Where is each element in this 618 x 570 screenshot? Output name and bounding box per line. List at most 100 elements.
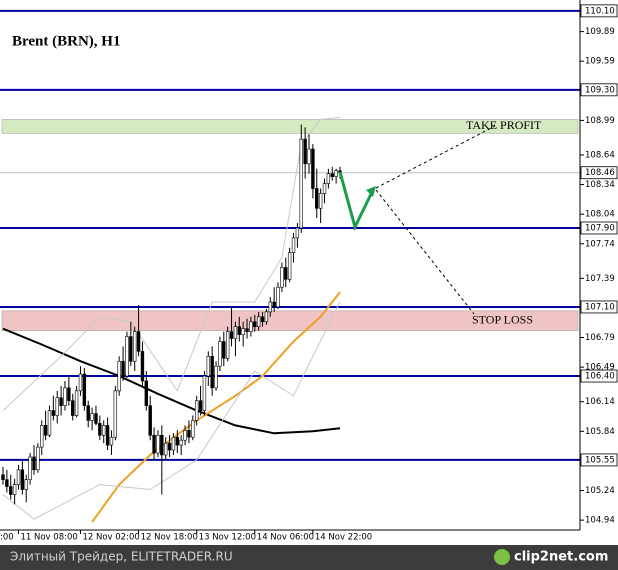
logo-icon xyxy=(494,549,510,565)
candle-body xyxy=(9,486,13,495)
candle-body xyxy=(318,193,323,209)
y-tick-label: 109.59 xyxy=(585,57,615,67)
candle-body xyxy=(144,380,149,406)
zone xyxy=(1,310,579,331)
y-tick-label: 108.46 xyxy=(585,168,615,178)
candle-body xyxy=(102,425,106,436)
candle-body xyxy=(307,148,311,165)
candle-body xyxy=(125,336,129,377)
candle-body xyxy=(229,331,234,339)
candle-body xyxy=(330,173,334,177)
candle-body xyxy=(47,410,52,436)
candle-body xyxy=(98,423,102,436)
candle-body xyxy=(163,442,168,456)
y-tick-label: 108.34 xyxy=(585,180,615,190)
y-tick-box xyxy=(580,221,618,235)
candle-body xyxy=(210,355,214,389)
y-tick-label: 107.39 xyxy=(585,274,615,284)
candle-body xyxy=(74,390,79,416)
y-tick-box xyxy=(580,83,618,97)
candle-body xyxy=(113,390,118,438)
indicator-line xyxy=(2,301,341,520)
candle-body xyxy=(167,442,172,451)
candle-body xyxy=(241,328,245,335)
candle-body xyxy=(194,400,199,421)
candle-body xyxy=(156,434,160,454)
footer-source: Элитный Трейдер, ELITETRADER.RU xyxy=(10,550,233,564)
candle-body xyxy=(225,331,230,359)
candle-body xyxy=(191,420,195,438)
candle-body xyxy=(218,341,222,367)
candle-body xyxy=(183,430,187,441)
candle-body xyxy=(264,311,269,323)
x-tick-label: 12 Nov 18:00 xyxy=(141,533,198,543)
candle-body xyxy=(59,397,63,406)
candle-body xyxy=(20,469,25,490)
candle-body xyxy=(133,331,137,362)
y-tick-label: 107.90 xyxy=(585,223,615,233)
candle-body xyxy=(94,413,98,424)
y-tick-label: 106.49 xyxy=(585,363,615,373)
footer-bar xyxy=(0,545,618,570)
candle-body xyxy=(121,360,125,377)
y-tick-label: 104.94 xyxy=(585,516,615,526)
candle-body xyxy=(291,237,296,253)
candle-body xyxy=(334,170,338,177)
y-tick-label: 108.04 xyxy=(585,210,615,220)
candle-body xyxy=(28,456,32,480)
candle-body xyxy=(268,301,272,313)
y-tick-box xyxy=(580,453,618,467)
candle-body xyxy=(36,446,40,471)
candle-body xyxy=(82,373,87,406)
candle-body xyxy=(315,188,319,209)
forecast-arrow xyxy=(338,171,374,232)
candle-body xyxy=(63,387,67,406)
arrow-head xyxy=(366,186,376,197)
candle-body xyxy=(295,227,300,239)
candle-body xyxy=(12,484,17,495)
y-tick-label: 107.74 xyxy=(585,239,615,249)
candle-body xyxy=(136,331,141,352)
candle-body xyxy=(148,405,152,436)
y-tick-box xyxy=(580,4,618,18)
candle-body xyxy=(117,360,121,392)
background xyxy=(0,0,618,545)
y-tick-label: 110.10 xyxy=(585,6,615,16)
candle-body xyxy=(256,316,261,327)
stop-dash xyxy=(375,189,475,315)
candle-body xyxy=(326,173,331,184)
candle-body xyxy=(253,321,257,327)
candle-body xyxy=(5,479,9,487)
chart-title: Brent (BRN), H1 xyxy=(12,33,120,49)
y-tick-label: 105.24 xyxy=(585,486,615,496)
candle-body xyxy=(233,326,238,339)
y-tick-label: 108.64 xyxy=(585,150,615,160)
candle-body xyxy=(51,410,56,416)
y-tick-box xyxy=(580,369,618,383)
candle-body xyxy=(160,434,164,456)
y-tick-label: 109.89 xyxy=(585,27,615,37)
candle-body xyxy=(1,474,5,480)
y-tick-label: 105.84 xyxy=(585,427,615,437)
candle-body xyxy=(249,321,253,332)
y-tick-label: 108.99 xyxy=(585,116,615,126)
y-tick-label: 106.79 xyxy=(585,333,615,343)
indicator-line xyxy=(2,327,341,435)
candle-body xyxy=(86,405,90,421)
x-tick-label: 11 Nov 08:00 xyxy=(20,533,77,543)
x-tick-label: :00 xyxy=(0,533,14,543)
candle-body xyxy=(303,138,307,165)
candle-body xyxy=(202,375,207,411)
candle-body xyxy=(280,267,284,288)
candle-body xyxy=(90,413,94,421)
candle-body xyxy=(43,425,48,436)
candle-body xyxy=(140,351,145,382)
candle-body xyxy=(272,301,276,308)
indicator-line xyxy=(91,291,341,523)
candle-body xyxy=(311,148,315,189)
zone-label: STOP LOSS xyxy=(472,313,533,327)
candle-body xyxy=(198,400,203,411)
target-dash xyxy=(375,125,496,189)
candle-body xyxy=(284,267,288,280)
